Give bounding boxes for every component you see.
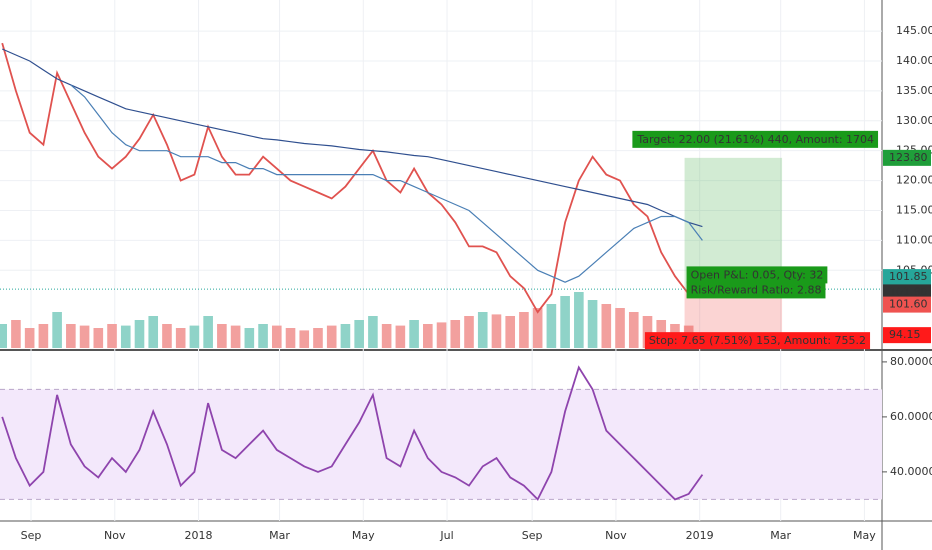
volume-bar [285, 328, 296, 348]
volume-bar [66, 324, 76, 348]
y-tick-label: 110.00 [896, 233, 932, 246]
volume-bar [464, 316, 474, 348]
volume-bar [340, 324, 351, 348]
x-tick-label: Nov [104, 529, 126, 542]
x-tick-label: Sep [522, 529, 543, 542]
volume-bar [505, 316, 516, 348]
volume-bar [519, 312, 529, 348]
price-label: 123.80 [889, 151, 928, 164]
volume-bar [0, 324, 8, 348]
volume-bar [354, 320, 364, 348]
volume-bar [560, 296, 570, 348]
price-label: 101.80 [889, 285, 928, 298]
price-label: 94.15 [889, 328, 921, 341]
y-tick-label: 115.00 [896, 203, 932, 216]
x-tick-label: 2019 [686, 529, 714, 542]
position-label: Target: 22.00 (21.61%) 440, Amount: 1704 [636, 133, 874, 146]
volume-bar [258, 324, 268, 348]
x-tick-label: Sep [21, 529, 42, 542]
price-label: 101.60 [889, 298, 928, 311]
volume-bar [423, 324, 433, 348]
price-label: 101.85 [889, 270, 928, 283]
price-label-bg [883, 284, 931, 301]
volume-bar [203, 316, 213, 348]
y-tick-label: 130.00 [896, 114, 932, 127]
volume-bar [244, 328, 255, 348]
x-tick-label: Jul [439, 529, 453, 542]
y-tick-label: 60.0000 [890, 410, 932, 423]
x-tick-label: 2018 [185, 529, 213, 542]
volume-bar [326, 325, 337, 348]
x-tick-label: Mar [269, 529, 290, 542]
volume-bar [491, 314, 502, 348]
volume-bar [217, 324, 227, 348]
x-tick-label: Mar [770, 529, 791, 542]
volume-bar [628, 312, 639, 348]
position-label-bg [644, 332, 871, 350]
volume-bar [189, 325, 200, 348]
ma-short [70, 84, 703, 283]
position-label-bg [686, 266, 828, 284]
volume-bar [299, 330, 310, 348]
volume-bar [134, 320, 145, 348]
volume-bar [450, 320, 461, 348]
price-line [1, 365, 704, 501]
ma-long [1, 48, 703, 228]
volume-bar [477, 312, 488, 348]
volume-bar [532, 308, 543, 348]
y-tick-label: 120.00 [896, 174, 932, 187]
volume-bar [175, 328, 186, 348]
volume-bar [52, 312, 62, 348]
volume-bar [601, 304, 612, 348]
volume-bar [148, 316, 159, 348]
volume-bar [11, 320, 21, 348]
volume-bar [368, 316, 378, 348]
price-line [1, 42, 703, 314]
y-tick-label: 140.00 [896, 54, 932, 67]
y-tick-label: 40.0000 [890, 465, 932, 478]
price-label-bg [883, 327, 931, 344]
volume-bar [271, 325, 282, 348]
volume-bar [409, 320, 419, 348]
price-label-bg [883, 269, 931, 286]
volume-bar [79, 325, 90, 348]
y-tick-label: 80.0000 [890, 355, 932, 368]
position-label: Stop: 7.65 (7.51%) 153, Amount: 755.2 [649, 334, 866, 347]
rsi-band [0, 389, 882, 500]
y-tick-label: 135.00 [896, 84, 932, 97]
volume-bar [574, 292, 584, 348]
volume-bar [230, 325, 241, 348]
y-tick-label: 145.00 [896, 24, 932, 37]
position-label: Open P&L: 0.05, Qty: 32 [691, 268, 824, 281]
position-label-bg [632, 130, 879, 148]
volume-bar [395, 325, 406, 348]
volume-bar [24, 328, 35, 348]
volume-bar [120, 325, 131, 348]
volume-bar [38, 324, 49, 348]
volume-bar [381, 324, 392, 348]
position-label-bg [686, 281, 826, 299]
volume-bar [162, 324, 172, 348]
volume-bar [93, 328, 104, 348]
position-label: Risk/Reward Ratio: 2.88 [691, 283, 822, 296]
x-tick-label: May [352, 529, 375, 542]
volume-bar [546, 304, 557, 348]
volume-bar [313, 328, 323, 348]
volume-bar [615, 308, 625, 348]
price-label-bg [883, 149, 931, 166]
volume-bar [436, 322, 447, 348]
price-label-bg [883, 296, 931, 313]
volume-bar [587, 300, 598, 348]
volume-bar [642, 316, 653, 348]
volume-bar [107, 324, 117, 348]
x-tick-label: May [853, 529, 876, 542]
x-tick-label: Nov [605, 529, 627, 542]
